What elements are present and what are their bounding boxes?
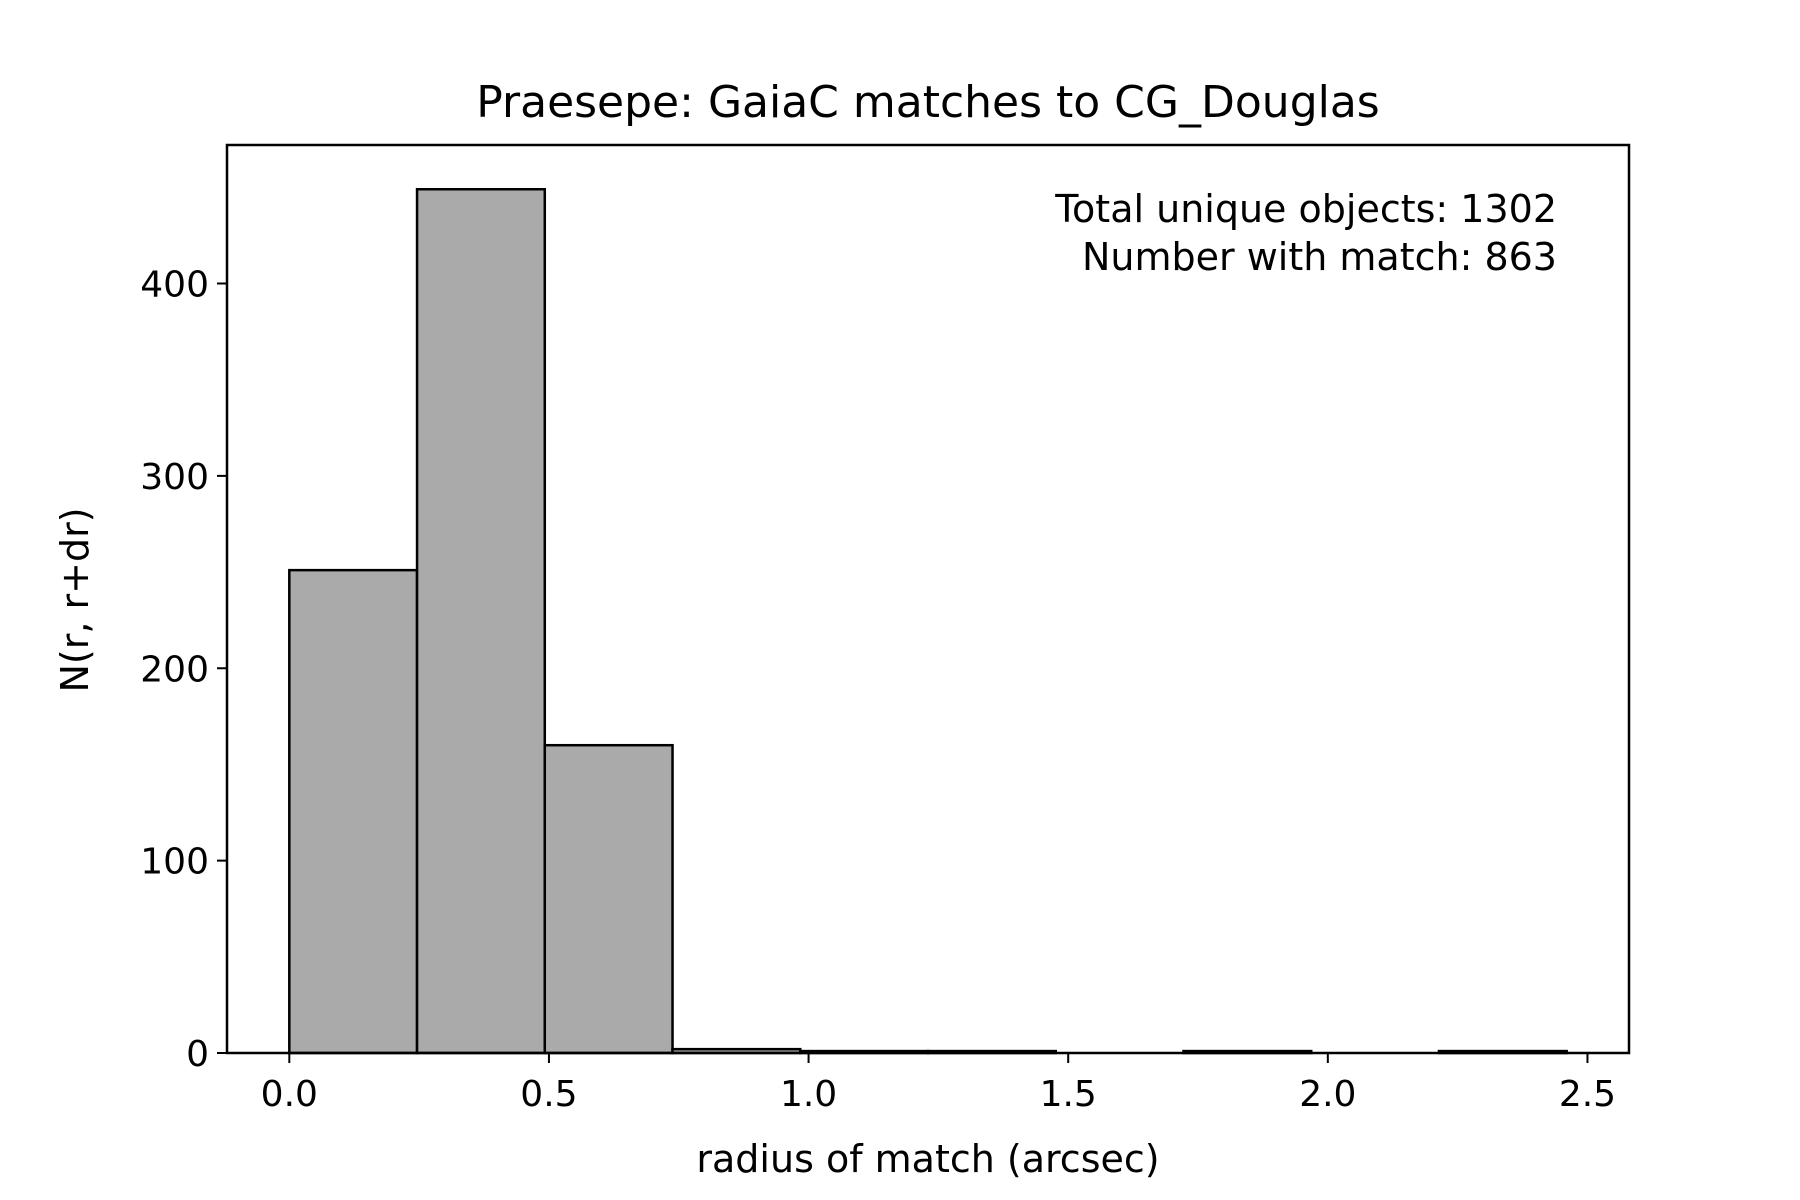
chart-title: Praesepe: GaiaC matches to CG_Douglas — [476, 77, 1379, 128]
x-axis-ticks: 0.0 0.5 1.0 1.5 2.0 2.5 — [261, 1053, 1616, 1115]
x-axis-label: radius of match (arcsec) — [696, 1137, 1159, 1181]
annotation-total-objects: Total unique objects: 1302 — [1054, 187, 1557, 231]
y-tick-label: 0 — [186, 1034, 209, 1075]
y-tick-label: 300 — [140, 457, 209, 498]
y-tick-label: 400 — [140, 265, 209, 306]
histogram-bar-1 — [415, 187, 547, 1055]
x-tick-label: 2.0 — [1299, 1074, 1356, 1115]
x-tick-label: 2.5 — [1559, 1074, 1616, 1115]
x-tick-label: 0.0 — [261, 1074, 318, 1115]
histogram-bar-2 — [543, 743, 674, 1055]
y-axis-label: N(r, r+dr) — [53, 507, 97, 692]
y-axis-ticks: 0 100 200 300 400 — [140, 265, 227, 1075]
x-tick-label: 0.5 — [520, 1074, 577, 1115]
annotation-number-matched: Number with match: 863 — [1082, 235, 1557, 279]
histogram-bars — [288, 187, 1568, 1055]
y-tick-label: 200 — [140, 649, 209, 690]
y-tick-label: 100 — [140, 842, 209, 883]
histogram-bar-0 — [288, 568, 419, 1055]
x-tick-label: 1.0 — [780, 1074, 837, 1115]
x-tick-label: 1.5 — [1040, 1074, 1097, 1115]
plot-frame — [225, 143, 1631, 1055]
